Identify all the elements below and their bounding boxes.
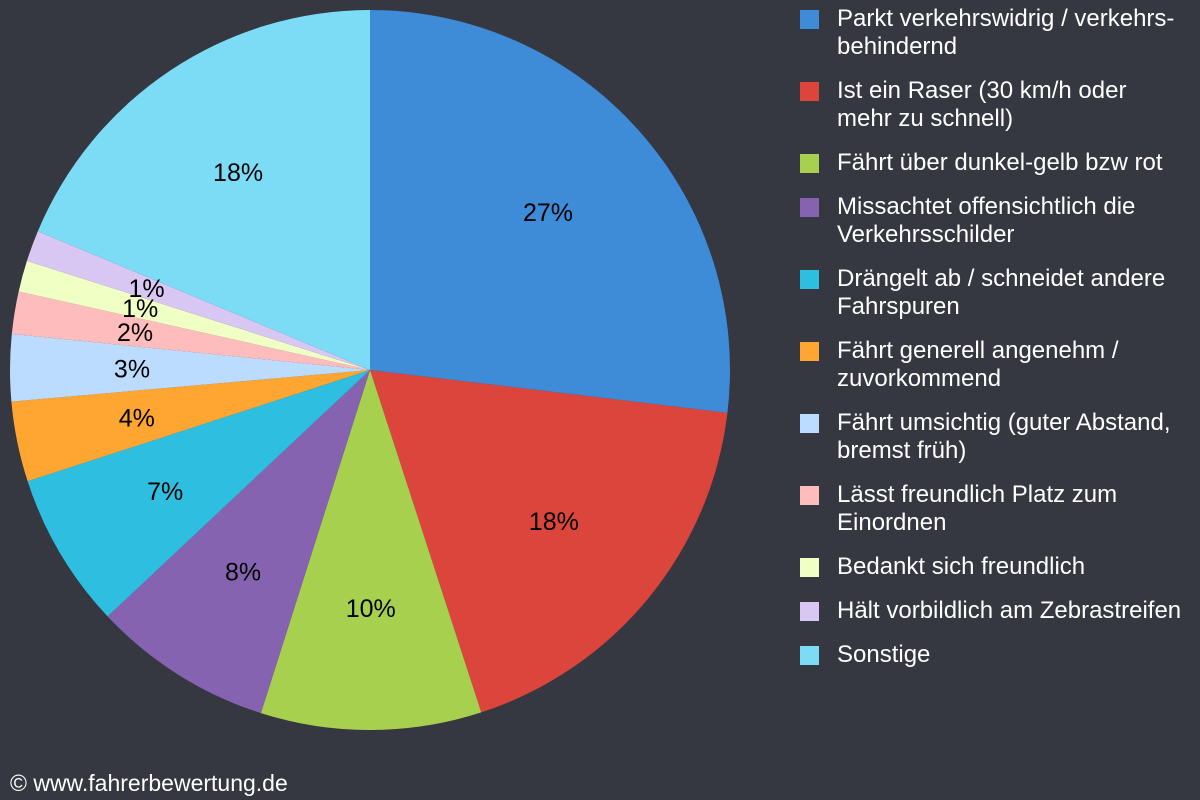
legend-swatch (800, 82, 819, 101)
pie-slice (26, 231, 371, 370)
legend-label: Drängelt ab / schneidet andere Fahrspure… (837, 265, 1166, 320)
pie-slice (27, 370, 370, 617)
slice-data-label: 1% (129, 275, 165, 303)
pie-slice (11, 291, 371, 370)
slice-data-label: 8% (225, 558, 261, 586)
legend-label: Fährt über dunkel-gelb bzw rot (837, 149, 1163, 176)
legend-item: Bedankt sich freundlich (800, 553, 1200, 581)
pie-slice (18, 260, 371, 370)
legend-item: Fährt umsichtig (guter Abstand, bremst f… (800, 409, 1200, 465)
legend-label: Bedankt sich freundlich (837, 553, 1086, 580)
legend-label: Hält vorbildlich am Zebrastreifen (837, 597, 1182, 624)
legend-item: Sonstige (800, 641, 1200, 669)
legend-swatch (800, 154, 819, 173)
legend-swatch (800, 558, 819, 577)
legend-swatch (800, 342, 819, 361)
legend-swatch (800, 270, 819, 289)
pie-slice (11, 370, 370, 482)
legend-item: Lässt freundlich Platz zum Einordnen (800, 481, 1200, 537)
legend-item: Fährt über dunkel-gelb bzw rot (800, 149, 1200, 177)
legend-swatch (800, 10, 819, 29)
legend-swatch (800, 602, 819, 621)
slice-data-label: 1% (122, 295, 158, 323)
legend-label: Parkt verkehrswidrig / verkehrs-behinder… (837, 5, 1175, 60)
legend-label: Fährt umsichtig (guter Abstand, bremst f… (837, 409, 1171, 464)
pie-slice (370, 10, 730, 413)
pie-slice (370, 370, 728, 713)
legend-item: Parkt verkehrswidrig / verkehrs-behinder… (800, 5, 1200, 61)
legend-swatch (800, 486, 819, 505)
legend: Parkt verkehrswidrig / verkehrs-behinder… (800, 5, 1200, 669)
slice-data-label: 7% (147, 478, 183, 506)
slice-data-label: 18% (529, 508, 579, 536)
copyright: © www.fahrerbewertung.de (10, 770, 288, 796)
slice-data-label: 10% (346, 595, 396, 623)
legend-swatch (800, 646, 819, 665)
legend-label: Ist ein Raser (30 km/h oder mehr zu schn… (837, 77, 1127, 132)
legend-item: Hält vorbildlich am Zebrastreifen (800, 597, 1200, 625)
legend-label: Sonstige (837, 641, 931, 668)
legend-item: Ist ein Raser (30 km/h oder mehr zu schn… (800, 77, 1200, 133)
slice-data-label: 3% (114, 356, 150, 384)
slice-data-label: 2% (117, 319, 153, 347)
pie-slice (107, 370, 371, 714)
pie-slice (260, 370, 482, 731)
slice-data-label: 4% (119, 405, 155, 433)
legend-item: Fährt generell angenehm / zuvorkommend (800, 337, 1200, 393)
slice-data-label: 27% (523, 199, 573, 227)
legend-swatch (800, 414, 819, 433)
legend-label: Lässt freundlich Platz zum Einordnen (837, 481, 1118, 536)
pie-chart: 27%18%10%8%7%4%3%2%1%1%18% (10, 10, 730, 731)
legend-swatch (800, 198, 819, 217)
pie-slice (10, 333, 371, 402)
slice-data-label: 18% (213, 159, 263, 187)
legend-label: Fährt generell angenehm / zuvorkommend (837, 337, 1119, 392)
pie-slice (37, 10, 370, 370)
legend-item: Missachtet offensichtlich die Verkehrssc… (800, 193, 1200, 249)
legend-label: Missachtet offensichtlich die Verkehrssc… (837, 193, 1136, 248)
legend-item: Drängelt ab / schneidet andere Fahrspure… (800, 265, 1200, 321)
